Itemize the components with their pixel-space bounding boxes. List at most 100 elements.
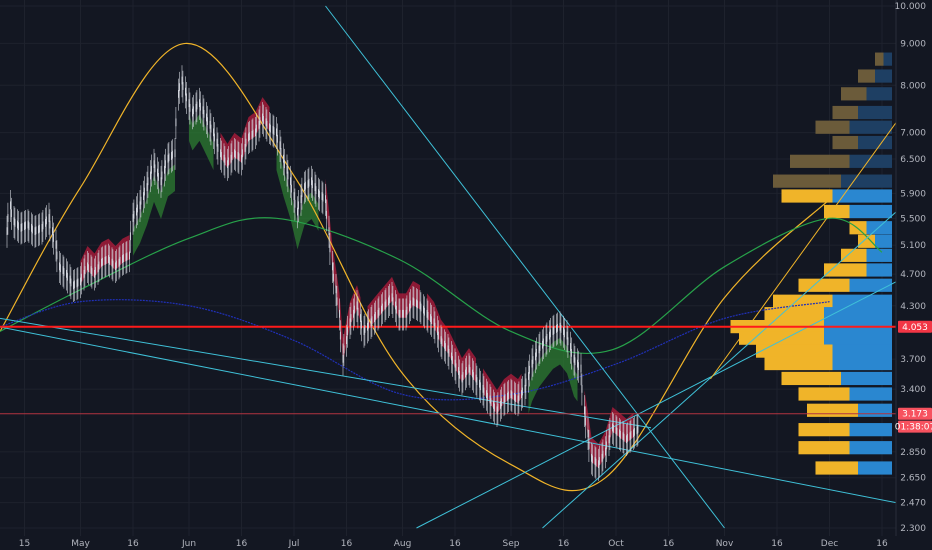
trendlines [0,5,897,529]
price-tag-bg-2 [898,420,932,433]
candle-body-20 [41,223,43,232]
candle-body-252 [447,345,449,354]
y-tick-label-8: 4.700 [900,270,926,280]
candle-body-45 [84,266,86,274]
candle-body-88 [160,177,162,186]
candle-body-222 [395,301,396,310]
candle-body-139 [248,132,250,141]
candle-body-31 [59,264,61,273]
cloud-segment-6 [367,276,420,331]
candle-body-99 [178,83,180,92]
volume-sell-25 [849,441,892,455]
candle-body-324 [573,354,575,363]
candle-body-277 [490,398,492,407]
candle-body-76 [139,201,141,210]
candle-body-64 [118,258,120,267]
candle-body-127 [227,157,229,166]
candle-body-136 [244,144,246,152]
volume-sell-15 [832,294,892,308]
candle-body-75 [136,204,138,213]
cloud-segment-2 [189,114,214,171]
candle-body-274 [486,390,487,399]
price-tags: 4.053 3.173 01:38:07 [895,320,932,433]
volume-buy-21 [781,371,841,386]
candle-body-148 [265,118,267,127]
y-tick-label-15: 2.300 [900,524,926,534]
y-tick-label-12: 2.850 [900,448,926,458]
candle-body-126 [227,160,228,169]
candle-body-36 [69,275,71,284]
candle-body-165 [294,199,296,208]
candle-body-169 [301,189,303,197]
candle-body-25 [49,220,51,229]
candle-body-66 [122,255,123,263]
candle-body-3 [10,209,12,218]
candle-body-333 [588,441,590,450]
volume-buy-4 [815,120,850,134]
candle-body-162 [290,177,291,186]
price-axis[interactable]: 10.000 9.000 8.000 7.000 6.500 5.900 5.500 5.10… [895,2,927,534]
candle-body-26 [52,227,53,236]
candle-body-30 [59,262,60,271]
candle-body-95 [171,150,173,159]
time-axis[interactable]: 15 May 16 Jun 16 Jul 16 Aug 16 Sep 16 Oct 16 Nov 16 Dec… [19,539,888,549]
trendline-3 [416,281,897,529]
candle-body-215 [381,303,383,312]
candle-body-198 [353,309,354,318]
candle-body-43 [80,273,82,282]
candle-body-280 [496,406,498,415]
candle-body-207 [367,320,369,329]
volume-buy-24 [798,423,850,437]
candle-body-230 [409,303,410,312]
candle-body-305 [539,343,541,351]
time-axis-panel[interactable] [0,536,932,550]
candle-body-166 [297,207,298,216]
candle-body-124 [223,154,225,163]
candle-body-180 [321,192,323,200]
candle-body-202 [360,314,361,322]
volume-sell-6 [849,154,892,168]
x-tick-label-16: 16 [876,539,888,549]
candle-body-161 [287,171,289,180]
candle-body-129 [231,152,233,160]
volume-sell-1 [875,69,892,83]
volume-buy-6 [790,154,850,168]
candle-body-257 [455,363,457,372]
price-axis-panel[interactable] [896,0,932,550]
candle-body-37 [70,278,72,287]
candle-body-325 [574,357,576,366]
candle-body-116 [209,120,211,129]
candle-body-271 [479,382,481,391]
candle-body-320 [566,331,568,340]
candle-body-225 [399,309,401,318]
candle-body-39 [73,280,75,289]
candle-body-341 [602,450,604,459]
candle-body-140 [251,130,253,139]
trendline-2 [325,5,725,529]
candle-body-192 [342,354,344,363]
candle-body-23 [45,216,47,225]
x-tick-label-0: 15 [19,539,30,549]
candle-body-110 [199,99,200,108]
candle-body-92 [167,154,169,163]
candle-body-360 [636,426,638,435]
volume-buy-26 [815,461,858,475]
candle-body-231 [409,300,411,309]
candle-body-346 [612,423,613,432]
candle-body-46 [87,262,88,271]
candle-body-59 [108,256,110,265]
candle-body-234 [416,299,417,308]
candle-body-354 [626,435,627,444]
candle-body-173 [308,178,310,187]
volume-sell-14 [849,278,892,292]
candle-body-224 [398,309,400,318]
candle-body-119 [213,133,215,142]
candle-body-226 [402,309,403,318]
candle-body-293 [518,392,520,401]
candle-body-303 [535,348,537,357]
candle-body-21 [42,221,44,230]
candle-body-201 [357,307,359,316]
candle-body-143 [255,124,257,133]
